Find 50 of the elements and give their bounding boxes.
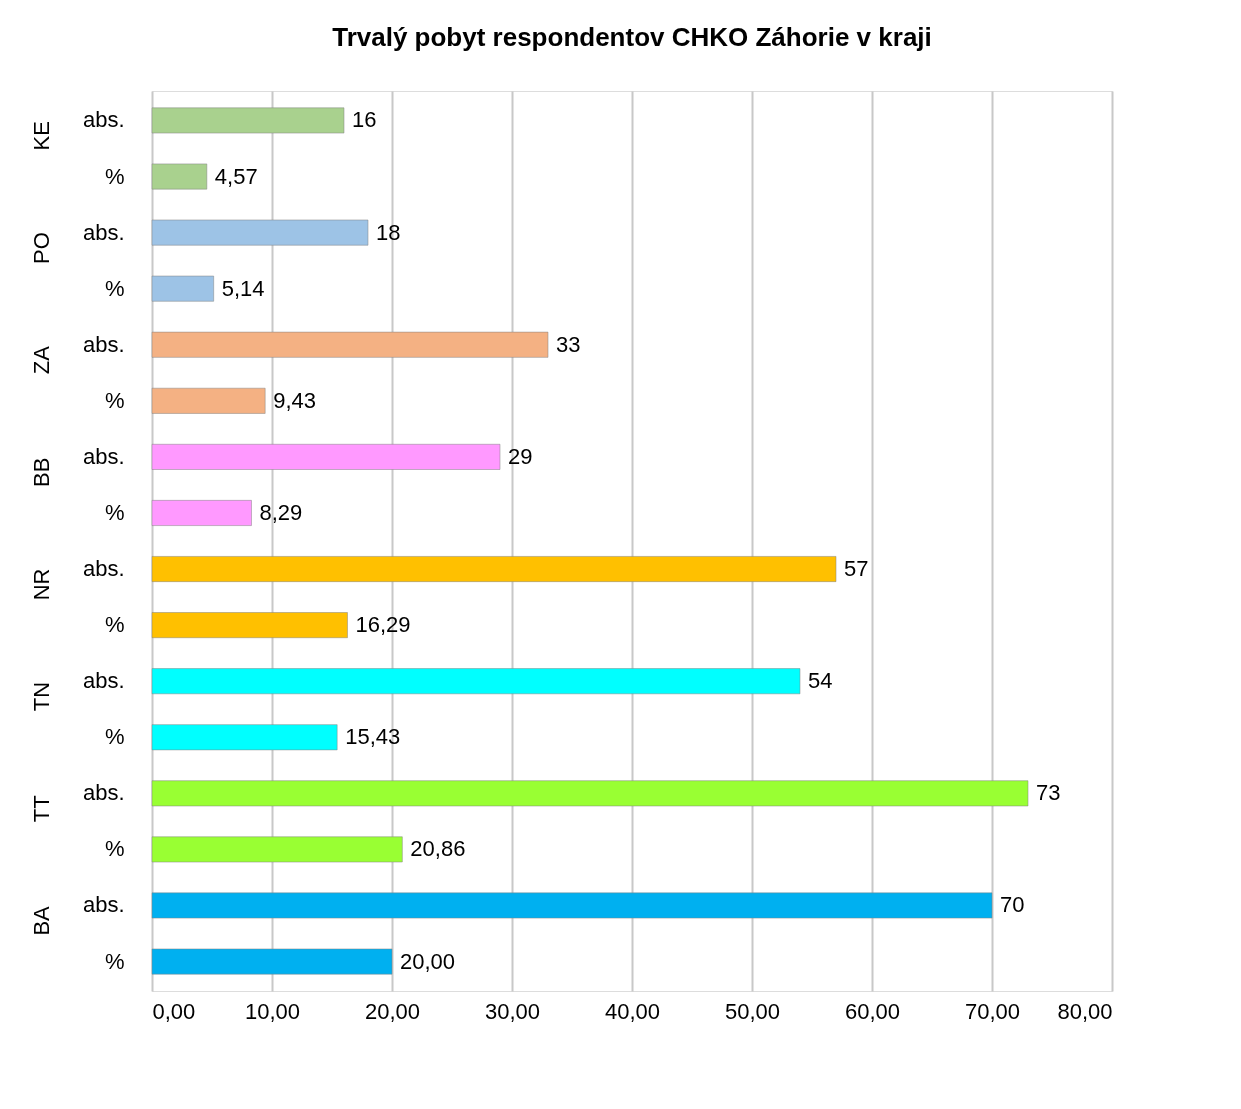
x-tick-label: 20,00: [364, 998, 421, 1024]
text: TN: [29, 681, 54, 712]
y-tick-label: %: [104, 163, 125, 189]
y-tick-label: %: [104, 948, 125, 974]
x-tick-label: 80,00: [1057, 998, 1113, 1024]
text: BB: [29, 457, 54, 487]
x-tick-label: 40,00: [604, 998, 661, 1024]
x-tick-label: 10,00: [244, 998, 301, 1024]
x-tick-label: 30,00: [484, 998, 541, 1024]
data-label: 16: [352, 107, 377, 133]
y-tick-label: %: [104, 275, 125, 301]
y-tick-label: abs.: [82, 107, 125, 133]
y-tick-label: abs.: [82, 331, 125, 357]
text: NR: [29, 568, 54, 601]
data-label: 9,43: [273, 387, 316, 413]
y-tick-label: abs.: [82, 780, 125, 806]
y-tick-label: %: [104, 836, 125, 862]
x-tick-label: 70,00: [964, 998, 1021, 1024]
data-label: 18: [376, 219, 401, 245]
data-label: 73: [1036, 780, 1061, 806]
data-label: 16,29: [355, 612, 411, 638]
text: PO: [29, 232, 54, 264]
x-tick-label: 50,00: [724, 998, 781, 1024]
data-label: 5,14: [221, 275, 265, 301]
data-label: 20,00: [400, 948, 456, 974]
data-label: 29: [508, 443, 533, 469]
y-tick-label: abs.: [82, 219, 125, 245]
y-tick-label: %: [104, 724, 125, 750]
text: TT: [29, 795, 54, 823]
y-tick-label: abs.: [82, 668, 125, 694]
text: ZA: [29, 345, 54, 375]
text: KE: [29, 121, 54, 151]
data-label: 57: [844, 556, 869, 582]
data-label: 20,86: [410, 836, 466, 862]
data-label: 15,43: [345, 724, 401, 750]
chart-title: Trvalý pobyt respondentov CHKO Záhorie v kraji: [332, 22, 932, 52]
y-tick-label: abs.: [82, 556, 125, 582]
x-tick-label: 0,00: [152, 998, 196, 1024]
y-tick-label: %: [104, 612, 125, 638]
y-tick-label: %: [104, 387, 125, 413]
data-label: 8,29: [259, 499, 303, 525]
data-label: 54: [808, 668, 833, 694]
data-label: 33: [556, 331, 581, 357]
x-tick-label: 60,00: [844, 998, 901, 1024]
y-tick-label: abs.: [82, 892, 125, 918]
y-tick-label: abs.: [82, 443, 125, 469]
data-label: 70: [1000, 892, 1025, 918]
text: BA: [29, 905, 54, 936]
data-label: 4,57: [214, 163, 258, 189]
y-tick-label: %: [104, 499, 125, 525]
